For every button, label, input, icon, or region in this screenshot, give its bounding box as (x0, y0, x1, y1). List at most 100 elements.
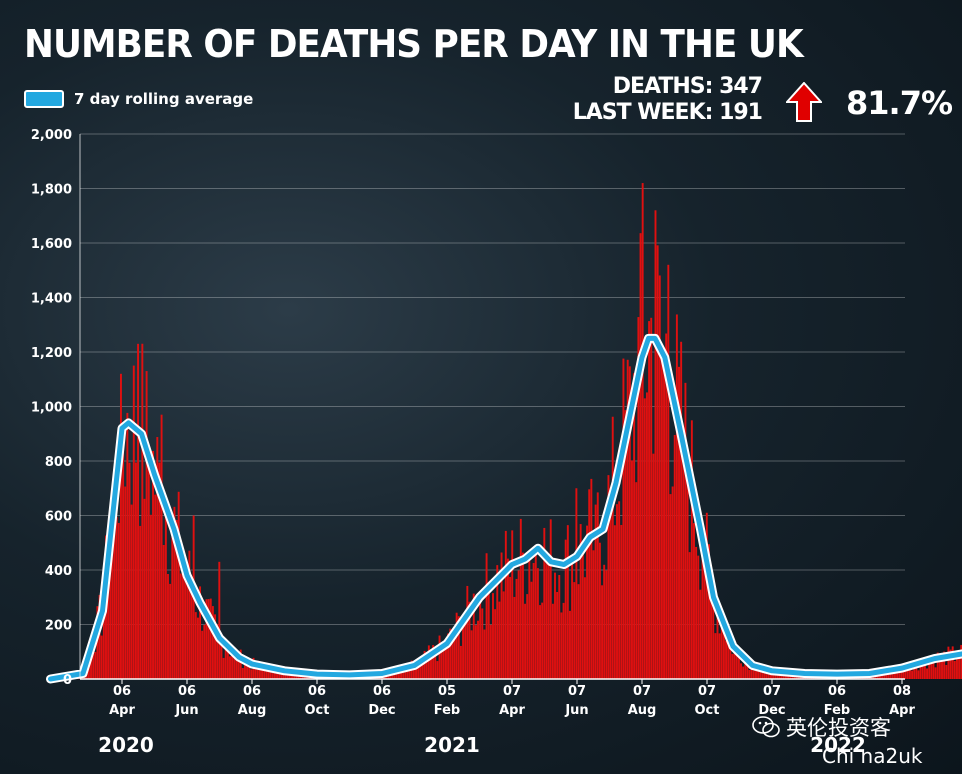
x-tick-day: 05 (438, 684, 456, 699)
daily-bar (755, 671, 757, 679)
y-tick-label: 800 (45, 455, 72, 470)
daily-bar (96, 606, 99, 679)
daily-bar (645, 392, 648, 679)
daily-bar (919, 663, 922, 679)
daily-bar (720, 619, 723, 679)
daily-bar (271, 672, 274, 679)
daily-bar (894, 671, 896, 679)
daily-bar (479, 594, 482, 679)
watermark-text: 英伦投资客 (786, 716, 891, 740)
daily-bar (900, 671, 903, 679)
y-tick-label: 1,200 (31, 346, 72, 361)
daily-bar (693, 523, 695, 679)
daily-bar (241, 668, 244, 679)
daily-bar (160, 414, 163, 679)
daily-bar (500, 552, 503, 679)
x-tick-month: Dec (368, 703, 395, 718)
daily-bar (288, 673, 291, 679)
daily-bar (506, 558, 509, 679)
x-tick-month: Oct (695, 703, 720, 718)
daily-bar (201, 630, 204, 679)
daily-bar (209, 598, 212, 679)
daily-bar (534, 548, 537, 679)
x-tick-day: 06 (308, 684, 326, 699)
last-week-stat: LAST WEEK: 191 (572, 100, 763, 125)
daily-bar (731, 653, 734, 679)
daily-bar (543, 527, 546, 679)
daily-bar (573, 582, 576, 679)
daily-bar (494, 609, 497, 679)
daily-bar (609, 487, 612, 679)
daily-bar (132, 365, 135, 679)
daily-bar (119, 373, 122, 679)
daily-bar (214, 614, 216, 679)
daily-bar (459, 645, 462, 679)
daily-bar (154, 494, 157, 679)
daily-bar (784, 675, 787, 679)
daily-bar (930, 660, 933, 679)
daily-bar (549, 519, 552, 679)
daily-bar (594, 504, 597, 679)
watermark-sub: Chi na2uk (822, 744, 923, 768)
daily-bar (607, 475, 610, 679)
x-tick-month: Aug (238, 703, 267, 718)
x-tick-month: Apr (499, 703, 525, 718)
daily-bar (474, 625, 477, 679)
daily-bar (139, 525, 142, 679)
y-tick-label: 1,800 (31, 183, 72, 198)
daily-bar (656, 245, 659, 679)
year-labels: 2020 2021 2022 (98, 733, 866, 757)
daily-bar (284, 672, 287, 679)
daily-bar (660, 344, 663, 679)
legend: 7 day rolling average (24, 90, 253, 108)
daily-bar (945, 664, 948, 679)
daily-bar (695, 546, 698, 679)
change-percent: 81.7% (846, 84, 953, 122)
daily-bar (690, 420, 693, 679)
wechat-icon (752, 716, 780, 738)
daily-bar (727, 633, 730, 679)
daily-bar (701, 558, 704, 679)
x-tick-month: Apr (109, 703, 135, 718)
daily-bar (181, 567, 184, 679)
daily-bar (447, 633, 450, 679)
daily-bar (932, 657, 935, 679)
x-tick-day: 08 (893, 684, 911, 699)
daily-bar (622, 358, 625, 679)
daily-bar (171, 536, 174, 679)
daily-bar (220, 638, 223, 679)
x-tick-day: 06 (113, 684, 131, 699)
year-label: 2021 (424, 733, 480, 757)
daily-bar (496, 565, 499, 679)
daily-bar (406, 665, 409, 679)
x-tick-day: 07 (763, 684, 781, 699)
daily-bar (109, 547, 112, 679)
daily-bar (175, 520, 178, 679)
daily-bar (145, 371, 148, 679)
daily-bar (560, 612, 563, 679)
daily-bar (752, 670, 755, 679)
daily-bar (250, 669, 253, 679)
y-tick-label: 1,600 (31, 237, 72, 252)
stats-box: DEATHS: 347 LAST WEEK: 191 (572, 74, 763, 126)
daily-bar (261, 666, 264, 679)
daily-bar (562, 602, 565, 679)
x-tick-day: 06 (373, 684, 391, 699)
daily-bar (524, 603, 527, 679)
daily-bar (958, 656, 961, 679)
deaths-stat: DEATHS: 347 (612, 74, 763, 99)
x-tick-day: 07 (568, 684, 586, 699)
daily-bar (951, 646, 954, 679)
daily-bar (943, 651, 946, 679)
daily-bar (107, 591, 110, 679)
daily-bar (248, 663, 251, 679)
daily-bar (167, 573, 169, 679)
daily-bar (712, 593, 715, 679)
daily-bar (124, 486, 127, 679)
rolling-average-line (46, 333, 962, 684)
daily-bar (551, 603, 554, 679)
daily-bar (434, 652, 437, 679)
daily-bar (718, 633, 721, 679)
x-tick-day: 07 (503, 684, 521, 699)
daily-bar (759, 668, 762, 679)
